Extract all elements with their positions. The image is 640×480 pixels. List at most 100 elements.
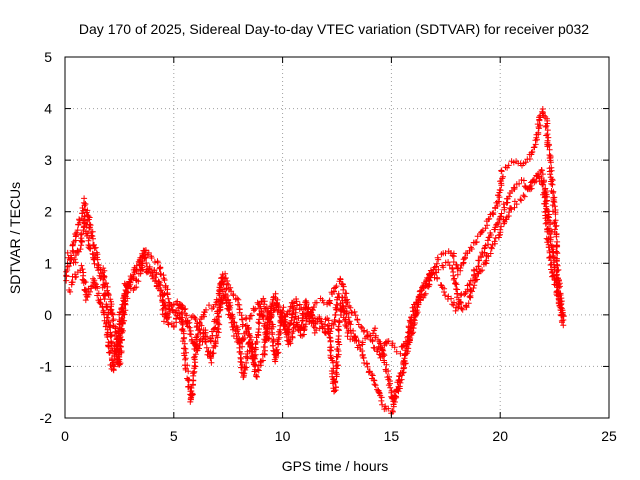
- data-point: [182, 356, 189, 363]
- data-point: [405, 345, 412, 352]
- data-point: [135, 278, 142, 285]
- data-point: [385, 405, 392, 412]
- data-point: [76, 216, 83, 223]
- data-point: [176, 301, 183, 308]
- data-point: [452, 280, 459, 286]
- data-point: [326, 334, 333, 341]
- data-point: [529, 148, 536, 155]
- data-point: [121, 290, 128, 297]
- data-point: [184, 376, 191, 383]
- data-point: [224, 278, 231, 284]
- data-point: [479, 267, 486, 274]
- data-point: [560, 317, 567, 323]
- data-point: [466, 293, 473, 300]
- data-point: [152, 274, 159, 281]
- data-point: [148, 255, 155, 261]
- data-point: [293, 321, 300, 328]
- data-point: [157, 287, 164, 294]
- data-point: [101, 311, 108, 318]
- data-point: [227, 284, 234, 291]
- data-point: [434, 275, 441, 282]
- data-point: [560, 322, 567, 329]
- data-point: [116, 317, 123, 323]
- data-point: [556, 302, 563, 309]
- data-point: [113, 349, 120, 356]
- data-point: [157, 264, 164, 271]
- data-point: [351, 308, 358, 315]
- data-point: [304, 309, 311, 316]
- data-point: [539, 181, 546, 188]
- data-point: [84, 230, 91, 237]
- data-point: [331, 387, 338, 394]
- data-point: [69, 279, 76, 286]
- data-point: [440, 264, 447, 271]
- data-point: [541, 186, 548, 193]
- data-point: [116, 309, 123, 316]
- data-point: [466, 281, 473, 288]
- data-point: [122, 293, 129, 300]
- data-point: [191, 340, 198, 347]
- data-point: [320, 299, 327, 306]
- data-point: [369, 338, 376, 345]
- data-point: [221, 294, 228, 301]
- data-point: [251, 307, 257, 314]
- data-point: [105, 343, 112, 350]
- data-point: [484, 252, 490, 259]
- data-point: [281, 316, 288, 323]
- data-point: [531, 179, 538, 186]
- data-point: [418, 291, 425, 298]
- data-point: [241, 363, 248, 370]
- data-point: [445, 259, 452, 266]
- data-point: [396, 383, 403, 390]
- data-point: [71, 256, 78, 263]
- data-point: [255, 326, 262, 332]
- data-point: [219, 278, 225, 285]
- data-point: [318, 318, 325, 325]
- data-point: [337, 300, 344, 307]
- data-point: [226, 306, 233, 313]
- data-point: [385, 368, 392, 374]
- data-point: [354, 317, 361, 323]
- data-point: [101, 283, 108, 290]
- data-point: [344, 333, 351, 340]
- data-point: [544, 131, 551, 138]
- data-point: [192, 351, 199, 358]
- data-point: [476, 257, 483, 264]
- data-point: [191, 362, 198, 369]
- data-point: [333, 358, 340, 365]
- data-point: [544, 143, 551, 150]
- axis-ticks: [64, 56, 610, 419]
- data-point: [275, 349, 282, 356]
- data-point: [435, 266, 442, 273]
- data-point: [210, 350, 217, 357]
- data-point: [260, 295, 267, 302]
- data-point: [455, 300, 462, 307]
- data-point: [316, 325, 323, 332]
- data-point: [387, 384, 394, 391]
- y-tick-label: -2: [40, 410, 53, 426]
- data-point: [311, 329, 318, 336]
- data-point: [542, 193, 549, 200]
- data-point: [457, 292, 464, 299]
- data-point: [194, 333, 201, 340]
- data-point: [138, 262, 145, 269]
- data-point: [182, 345, 189, 352]
- data-point: [506, 193, 513, 200]
- data-point: [160, 302, 167, 309]
- data-point: [498, 210, 505, 217]
- data-point: [162, 311, 169, 318]
- data-point: [243, 353, 249, 360]
- data-point: [330, 359, 337, 366]
- data-point: [467, 294, 474, 301]
- data-point: [143, 254, 150, 261]
- data-point: [89, 233, 96, 240]
- data-point: [489, 210, 496, 217]
- data-point: [415, 301, 422, 308]
- data-point: [165, 314, 172, 321]
- data-point: [289, 310, 296, 317]
- data-point: [87, 245, 94, 252]
- data-point: [122, 287, 129, 293]
- data-point: [454, 304, 461, 311]
- data-point: [145, 249, 152, 256]
- data-point: [118, 305, 125, 312]
